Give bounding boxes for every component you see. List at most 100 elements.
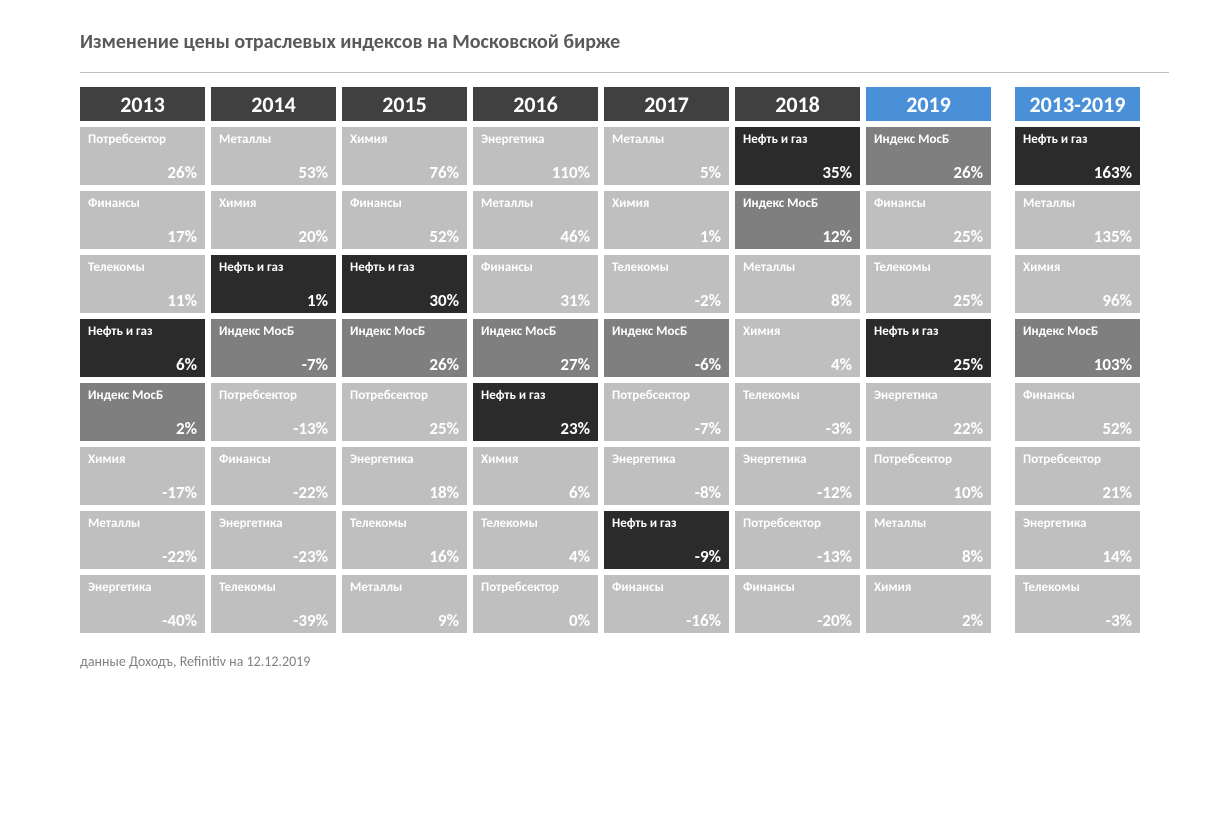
sector-label: Телекомы — [219, 581, 328, 595]
index-cell: Нефть и газ35% — [735, 127, 860, 185]
index-cell: Энергетика-12% — [735, 447, 860, 505]
index-cell: Финансы 25% — [866, 191, 991, 249]
sector-label: Индекс МосБ — [1023, 325, 1132, 339]
index-cell: Химия1% — [604, 191, 729, 249]
index-cell: Химия 76% — [342, 127, 467, 185]
sector-label: Индекс МосБ — [612, 325, 721, 339]
sector-label: Телекомы — [743, 389, 852, 403]
percent-value: -6% — [612, 356, 721, 373]
chart-title: Изменение цены отраслевых индексов на Мо… — [80, 30, 1169, 54]
sector-label: Металлы — [1023, 197, 1132, 211]
index-cell: Металлы5% — [604, 127, 729, 185]
sector-label: Финансы — [350, 197, 459, 211]
index-cell: Энергетика 18% — [342, 447, 467, 505]
sector-label: Энергетика — [350, 453, 459, 467]
index-cell: Телекомы 16% — [342, 511, 467, 569]
percent-value: 110% — [481, 164, 590, 181]
sector-label: Индекс МосБ — [219, 325, 328, 339]
percent-value: 2% — [874, 612, 983, 629]
percent-value: 18% — [350, 484, 459, 501]
sector-label: Металлы — [874, 517, 983, 531]
percent-value: 31% — [481, 292, 590, 309]
percent-value: 25% — [874, 356, 983, 373]
percent-value: 53% — [219, 164, 328, 181]
index-cell: Телекомы-3% — [1015, 575, 1140, 633]
sector-label: Финансы — [874, 197, 983, 211]
percent-value: -16% — [612, 612, 721, 629]
percent-value: 6% — [481, 484, 590, 501]
sector-label: Потребсектор — [612, 389, 721, 403]
index-cell: Индекс МосБ12% — [735, 191, 860, 249]
percent-value: 103% — [1023, 356, 1132, 373]
percent-value: 22% — [874, 420, 983, 437]
sector-label: Телекомы — [88, 261, 197, 275]
percent-value: -13% — [219, 420, 328, 437]
index-cell: Индекс МосБ -6% — [604, 319, 729, 377]
percent-value: 17% — [88, 228, 197, 245]
year-header: 2018 — [735, 87, 860, 121]
sector-label: Нефть и газ — [219, 261, 328, 275]
sector-label: Потребсектор — [874, 453, 983, 467]
percent-value: 8% — [874, 548, 983, 565]
sector-label: Финансы — [481, 261, 590, 275]
index-grid: 2013Потребсектор26%Финансы17%Телекомы11%… — [80, 87, 1169, 633]
sector-label: Металлы — [612, 133, 721, 147]
sector-label: Химия — [874, 581, 983, 595]
sector-label: Финансы — [612, 581, 721, 595]
percent-value: -22% — [88, 548, 197, 565]
sector-label: Энергетика — [743, 453, 852, 467]
year-header: 2013 — [80, 87, 205, 121]
index-cell: Индекс МосБ-7% — [211, 319, 336, 377]
index-cell: Химия96% — [1015, 255, 1140, 313]
sector-label: Энергетика — [1023, 517, 1132, 531]
sector-label: Финансы — [88, 197, 197, 211]
percent-value: 25% — [874, 228, 983, 245]
title-divider — [80, 72, 1169, 73]
sector-label: Энергетика — [88, 581, 197, 595]
index-cell: Химия6% — [473, 447, 598, 505]
column-2015: 2015Химия76%Финансы52%Нефть и газ30%Инде… — [342, 87, 467, 633]
sector-label: Энергетика — [481, 133, 590, 147]
percent-value: 52% — [350, 228, 459, 245]
percent-value: 26% — [350, 356, 459, 373]
sector-label: Телекомы — [350, 517, 459, 531]
index-cell: Металлы53% — [211, 127, 336, 185]
year-header: 2015 — [342, 87, 467, 121]
percent-value: 76% — [350, 164, 459, 181]
sector-label: Энергетика — [219, 517, 328, 531]
sector-label: Химия — [1023, 261, 1132, 275]
sector-label: Потребсектор — [743, 517, 852, 531]
percent-value: 25% — [350, 420, 459, 437]
index-cell: Нефть и газ23% — [473, 383, 598, 441]
index-cell: Потребсектор0% — [473, 575, 598, 633]
percent-value: 10% — [874, 484, 983, 501]
percent-value: 16% — [350, 548, 459, 565]
index-cell: Энергетика 22% — [866, 383, 991, 441]
index-cell: Химия-17% — [80, 447, 205, 505]
year-header: 2016 — [473, 87, 598, 121]
year-header: 2017 — [604, 87, 729, 121]
percent-value: -2% — [612, 292, 721, 309]
index-cell: Нефть и газ30% — [342, 255, 467, 313]
index-cell: Индекс МосБ2% — [80, 383, 205, 441]
sector-label: Химия — [350, 133, 459, 147]
percent-value: 9% — [350, 612, 459, 629]
index-cell: Индекс МосБ27% — [473, 319, 598, 377]
index-cell: Химия20% — [211, 191, 336, 249]
index-cell: Финансы52% — [1015, 383, 1140, 441]
column-2019: 2019Индекс МосБ26%Финансы25%Телекомы25%Н… — [866, 87, 991, 633]
index-cell: Финансы-20% — [735, 575, 860, 633]
percent-value: 4% — [481, 548, 590, 565]
index-cell: Телекомы-3% — [735, 383, 860, 441]
index-cell: Телекомы25% — [866, 255, 991, 313]
index-cell: Телекомы-39% — [211, 575, 336, 633]
sector-label: Нефть и газ — [88, 325, 197, 339]
percent-value: 8% — [743, 292, 852, 309]
data-source-footer: данные Доходъ, Refinitiv на 12.12.2019 — [80, 653, 1169, 670]
sector-label: Финансы — [1023, 389, 1132, 403]
index-cell: Финансы 17% — [80, 191, 205, 249]
year-header: 2019 — [866, 87, 991, 121]
sector-label: Энергетика — [874, 389, 983, 403]
percent-value: -13% — [743, 548, 852, 565]
sector-label: Металлы — [88, 517, 197, 531]
